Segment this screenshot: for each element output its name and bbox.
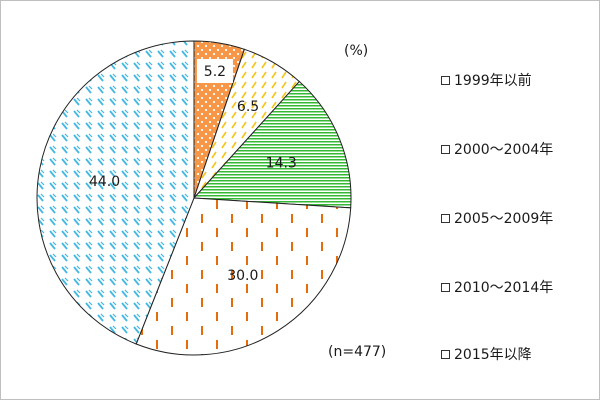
slice-value-label-1: 5.2	[204, 64, 226, 80]
unit-label: (%)	[344, 43, 368, 59]
slice-label-background	[196, 58, 233, 83]
slice-value-label-4: 30.0	[227, 268, 258, 284]
legend-swatch	[441, 75, 450, 85]
legend-item-4: 2010～2014年	[441, 277, 553, 297]
slice-value-label-5: 44.0	[89, 174, 120, 190]
legend-swatch	[441, 282, 450, 292]
legend-swatch	[441, 213, 450, 223]
pie-slice-3	[192, 80, 352, 209]
legend-swatch	[441, 144, 450, 154]
legend-item-5: 2015年以降	[441, 344, 532, 364]
legend-item-1: 1999年以前	[441, 70, 532, 90]
legend-label: 2000～2004年	[454, 142, 554, 158]
slice-value-label-2: 6.5	[237, 99, 259, 115]
pie-slice-4	[135, 197, 352, 356]
legend-item-2: 2000～2004年	[441, 139, 553, 159]
legend-swatch	[441, 349, 450, 359]
legend-label: 2005～2009年	[454, 211, 554, 227]
legend-label: 2015年以降	[454, 347, 532, 363]
sample-size-note: (n=477)	[328, 344, 387, 360]
pie-slice-5	[36, 40, 195, 345]
slice-value-label-3: 14.3	[266, 155, 297, 171]
legend-label: 2010～2014年	[454, 280, 554, 296]
legend-label: 1999年以前	[454, 73, 532, 89]
legend-item-3: 2005～2009年	[441, 208, 553, 228]
